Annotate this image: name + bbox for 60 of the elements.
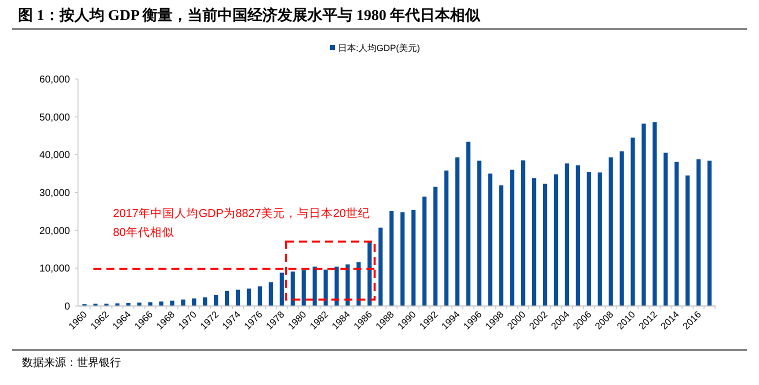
bar xyxy=(159,301,164,306)
bar xyxy=(642,124,646,306)
bar xyxy=(532,178,536,306)
y-tick-label: 10,000 xyxy=(39,264,70,275)
chart-title: 图 1：按人均 GDP 衡量，当前中国经济发展水平与 1980 年代日本相似 xyxy=(18,6,482,24)
bar xyxy=(477,160,482,306)
bar xyxy=(214,295,218,306)
bar xyxy=(586,172,591,306)
bar xyxy=(433,186,438,306)
bar xyxy=(630,138,635,306)
bar xyxy=(246,288,252,306)
source-note: 数据来源：世界银行 xyxy=(22,356,121,369)
bar xyxy=(455,157,460,306)
bar xyxy=(258,286,262,306)
bar xyxy=(542,184,548,306)
bar xyxy=(137,302,142,306)
bar xyxy=(280,272,284,306)
bar xyxy=(378,228,383,306)
bar xyxy=(707,160,712,306)
y-tick-label: 50,000 xyxy=(39,112,70,124)
legend-label: 日本:人均GDP(美元) xyxy=(338,43,420,53)
bar xyxy=(499,185,504,306)
bar xyxy=(521,160,526,306)
bar xyxy=(411,210,416,306)
bar xyxy=(652,122,657,306)
y-tick-label: 40,000 xyxy=(39,150,70,162)
bar xyxy=(576,165,580,306)
y-tick-label: 30,000 xyxy=(39,188,70,199)
bar xyxy=(444,170,448,306)
bar xyxy=(696,159,701,306)
bar xyxy=(389,211,394,306)
bar xyxy=(510,170,514,306)
annotation: 2017年中国人均GDP为8827美元，与日本20世纪80年代相似 xyxy=(113,206,370,239)
y-tick-label: 0 xyxy=(64,302,70,312)
bar xyxy=(170,300,174,306)
bar xyxy=(598,172,602,306)
bar xyxy=(290,272,295,306)
bar xyxy=(686,175,690,306)
bar xyxy=(224,290,230,306)
bar xyxy=(488,174,492,306)
bar xyxy=(466,142,470,306)
bar xyxy=(334,266,339,306)
bar xyxy=(181,300,186,306)
bar xyxy=(368,241,372,306)
bar xyxy=(664,152,668,306)
bar xyxy=(608,157,613,306)
bar xyxy=(148,302,152,306)
bar xyxy=(422,196,426,306)
y-tick-label: 20,000 xyxy=(39,226,70,237)
bar xyxy=(302,270,306,306)
y-tick-label: 60,000 xyxy=(39,74,70,86)
bar xyxy=(674,162,679,306)
bar xyxy=(324,270,328,306)
bar xyxy=(620,151,624,306)
bar xyxy=(268,282,273,306)
bar xyxy=(312,266,317,306)
bar xyxy=(400,212,405,306)
bar xyxy=(554,174,558,306)
bar xyxy=(564,163,570,306)
bar xyxy=(236,290,240,306)
